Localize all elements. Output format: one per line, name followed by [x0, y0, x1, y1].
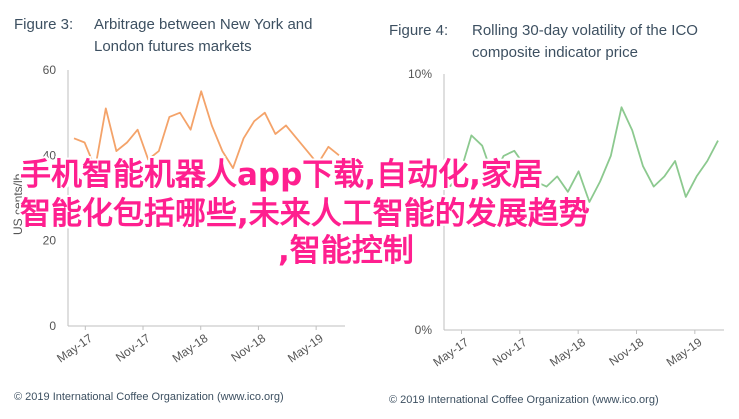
figure-4-y-axis: 0% 10% [408, 67, 432, 337]
figure-3-label: Figure 3: [14, 16, 73, 33]
figure-3-xtick-label: May-19 [285, 331, 326, 366]
figure-4-series [449, 106, 719, 203]
figure-4-ytick-label: 0% [415, 323, 433, 337]
figure-3-ytick-label: 0 [49, 319, 56, 333]
figure-3-ytick-label: 40 [43, 148, 57, 162]
figure-4-xtick-label: Nov-17 [490, 335, 530, 369]
figure-3-footer: © 2019 International Coffee Organization… [14, 391, 284, 403]
figure-3-series [73, 90, 340, 170]
overlay-text-line1: 手机智能机器人app下载,自动化,家居 [20, 157, 543, 193]
figure-3-xtick-label: May-17 [54, 331, 95, 366]
figure-4-footer: © 2019 International Coffee Organization… [389, 394, 659, 406]
figure-3-ytick-label: 20 [43, 234, 57, 248]
figure-4-xtick-label: May-18 [547, 335, 588, 370]
figure-3-x-axis: May-17 Nov-17 May-18 Nov-18 May-19 [54, 326, 326, 365]
figure-4-ytick-label: 10% [408, 67, 432, 81]
figure-3-title-line1: Arbitrage between New York and [94, 16, 312, 33]
figure-4-label: Figure 4: [389, 22, 448, 39]
figure-3-ytick-label: 60 [43, 63, 57, 77]
figure-3-xtick-label: Nov-17 [113, 331, 153, 365]
figure-4-title-line1: Rolling 30-day volatility of the ICO [472, 22, 698, 39]
figure-3-xtick-label: May-18 [170, 331, 211, 366]
figure-4-title-line2: composite indicator price [472, 44, 638, 61]
figure-3-xtick-label: Nov-18 [228, 331, 268, 365]
figure-4-xtick-label: May-19 [664, 335, 705, 370]
figure-4-x-axis: May-17 Nov-17 May-18 Nov-18 May-19 [430, 330, 705, 370]
figure-3-series-line [73, 90, 340, 170]
overlay-text-line2: 智能化包括哪些,未来人工智能的发展趋势 [20, 196, 590, 232]
figure-4-series-line [449, 106, 719, 203]
figure-3-title-line2: London futures markets [94, 38, 252, 55]
figure-4-xtick-label: May-17 [430, 335, 471, 370]
figure-3-ylabel: US cents/lb [11, 173, 25, 235]
figure-4-xtick-label: Nov-18 [606, 335, 646, 369]
figure-3-y-axis: 0 20 40 60 [43, 63, 57, 333]
overlay-text-line3: ,智能控制 [278, 233, 414, 269]
